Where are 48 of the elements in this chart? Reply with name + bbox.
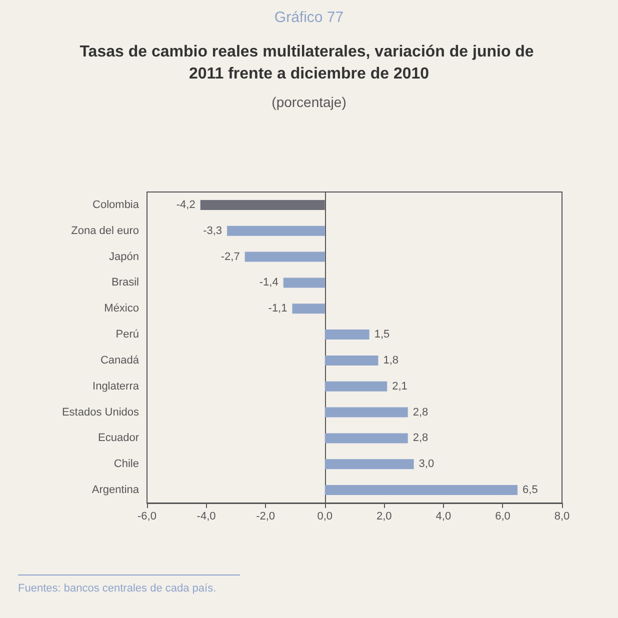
x-tick-label: 8,0 — [554, 510, 570, 522]
bar — [324, 355, 378, 366]
y-tick-label: Colombia — [92, 198, 140, 211]
x-tick-label: 4,0 — [436, 510, 452, 522]
data-label: 1,8 — [383, 354, 399, 366]
y-tick-label: Perú — [116, 328, 139, 341]
y-tick-label: Chile — [114, 458, 139, 470]
data-label: 6,5 — [522, 484, 538, 496]
y-tick-label: Ecuador — [98, 432, 140, 444]
bar — [324, 459, 414, 470]
x-tick-label: 2,0 — [376, 510, 392, 522]
bar — [200, 200, 325, 210]
data-label: 2,8 — [412, 432, 428, 444]
data-label: -4,2 — [176, 198, 196, 211]
bar — [283, 278, 325, 288]
chart-title: Tasas de cambio reales multilaterales, variación de junio de 2011 frente a diciembre de 2010 — [80, 44, 538, 82]
bar — [324, 407, 408, 418]
bar — [324, 485, 518, 496]
y-tick-label: Japón — [109, 250, 139, 263]
y-tick-label: Zona del euro — [71, 224, 139, 237]
data-label: -1,4 — [259, 276, 278, 289]
data-label: -2,7 — [220, 250, 240, 263]
bar — [324, 433, 408, 444]
x-tick-label: -2,0 — [256, 510, 276, 522]
x-tick-label: -4,0 — [196, 510, 216, 522]
y-tick-label: Canadá — [100, 354, 140, 366]
bar — [244, 252, 325, 262]
x-tick-label: 0,0 — [317, 510, 333, 522]
data-label: 2,1 — [392, 380, 408, 392]
y-tick-label: Inglaterra — [92, 380, 140, 392]
data-label: -3,3 — [203, 224, 222, 237]
x-tick-label: -6,0 — [138, 510, 156, 522]
data-label: 2,8 — [412, 406, 428, 418]
data-label: 1,5 — [374, 328, 390, 341]
bar — [227, 226, 325, 236]
source-note: Fuentes: bancos centrales de cada país. — [18, 582, 216, 594]
x-tick-label: 6,0 — [495, 510, 510, 522]
y-tick-label: México — [104, 302, 139, 315]
text: Gráfico 77 — [274, 9, 344, 26]
y-tick-label: Estados Unidos — [62, 406, 140, 418]
bar — [292, 304, 325, 314]
data-label: -1,1 — [268, 302, 288, 315]
data-label: 3,0 — [418, 458, 434, 470]
y-tick-label: Brasil — [111, 276, 139, 289]
bar — [324, 381, 388, 392]
chart-subtitle: (porcentaje) — [272, 94, 346, 110]
bar — [324, 330, 370, 340]
y-tick-label: Argentina — [92, 484, 140, 496]
